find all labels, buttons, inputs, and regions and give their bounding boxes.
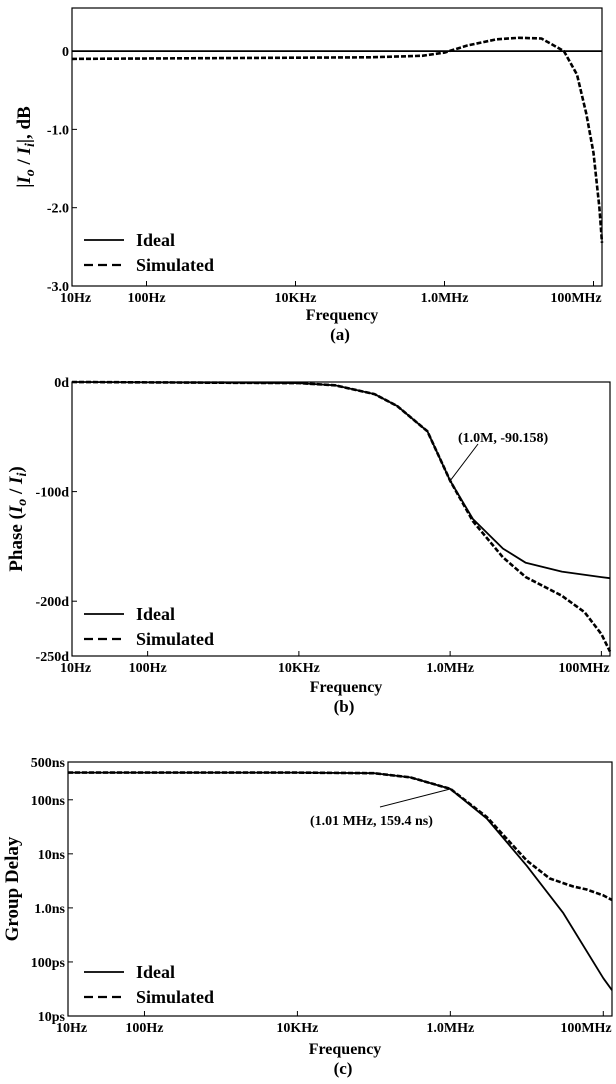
x-tick-label: 100MHz	[558, 661, 609, 676]
x-tick-label: 1.0MHz	[426, 1021, 474, 1036]
series-line-ideal	[71, 381, 611, 580]
annotation-label: (1.01 MHz, 159.4 ns)	[310, 814, 433, 829]
x-tick-label: 10Hz	[56, 1021, 87, 1036]
x-tick-label: 100Hz	[127, 291, 165, 306]
series-line-simulated	[71, 380, 612, 653]
x-tick-label: 10Hz	[60, 661, 91, 676]
y-tick-label: 100ns	[31, 794, 66, 809]
chart-2: 10Hz 100Hz 10KHz 1.0MHz 100MHz 0d -100d -200d -2…	[6, 376, 612, 716]
y-tick-label: -2.0	[47, 202, 69, 217]
x-tick-label: 1.0MHz	[426, 661, 474, 676]
x-tick-label: 10Hz	[60, 291, 91, 306]
series-line-simulated	[71, 36, 604, 243]
plot-frame	[67, 761, 613, 1017]
y-tick-label: 10ps	[38, 1010, 66, 1025]
x-tick-label: 1.0MHz	[421, 291, 469, 306]
legend-label-simulated: Simulated	[136, 629, 214, 649]
x-tick-label: 10KHz	[276, 1021, 318, 1036]
y-tick-label: 10ns	[38, 848, 66, 863]
x-axis-title: Frequency	[309, 1041, 382, 1058]
x-tick-label: 10KHz	[278, 661, 320, 676]
x-tick-label: 100Hz	[129, 661, 167, 676]
plot-frame	[71, 381, 611, 657]
y-tick-label: -3.0	[47, 280, 69, 295]
x-tick-label: 100MHz	[550, 291, 601, 306]
x-axis-title: Frequency	[310, 679, 383, 696]
chart-3: 10Hz 100Hz 10KHz 1.0MHz 100MHz 500ns 100ns 10ns…	[2, 756, 613, 1078]
legend-label-simulated: Simulated	[136, 987, 214, 1007]
y-tick-label: -200d	[36, 595, 70, 610]
legend-label-ideal: Ideal	[136, 604, 175, 624]
series-line-ideal	[68, 771, 613, 991]
annotation-label: (1.0M, -90.158)	[458, 431, 549, 446]
x-tick-label: 10KHz	[275, 291, 317, 306]
series-line-simulated	[68, 771, 613, 902]
y-tick-label: -100d	[36, 486, 70, 501]
y-tick-label: -1.0	[47, 123, 69, 138]
subfigure-caption: (a)	[330, 325, 350, 344]
y-tick-label: -250d	[36, 650, 70, 665]
y-axis-title: Group Delay	[2, 836, 23, 941]
y-tick-label: 100ps	[31, 956, 66, 971]
x-tick-label: 100Hz	[125, 1021, 163, 1036]
legend-label-ideal: Ideal	[136, 230, 175, 250]
x-axis-title: Frequency	[306, 307, 379, 324]
y-tick-label: 1.0ns	[34, 902, 65, 917]
y-axis-title: Phase (Io / Ii)	[6, 466, 30, 571]
y-tick-label: 500ns	[31, 756, 66, 771]
x-tick-label: 100MHz	[560, 1021, 611, 1036]
legend-label-simulated: Simulated	[136, 255, 214, 275]
legend-label-ideal: Ideal	[136, 962, 175, 982]
chart-1: 10Hz 100Hz 10KHz 1.0MHz 100MHz 0 -1.0 -2.0 -3.0 F…	[14, 7, 604, 344]
annotation-leader	[449, 443, 479, 482]
annotation-leader	[379, 788, 451, 808]
y-tick-label: 0d	[54, 376, 69, 391]
plot-frame	[71, 7, 603, 287]
subfigure-caption: (c)	[334, 1059, 353, 1078]
subfigure-caption: (b)	[334, 697, 355, 716]
y-tick-label: 0	[62, 45, 69, 60]
y-axis-title: |Io / Ii|, dB	[14, 106, 38, 188]
